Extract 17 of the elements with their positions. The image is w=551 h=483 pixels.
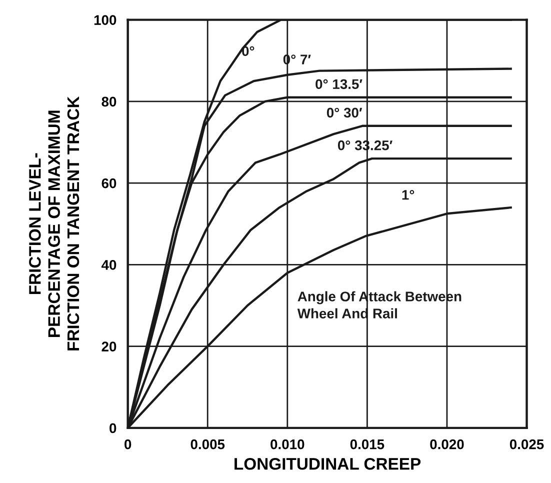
x-tick-label: 0 [124, 439, 132, 450]
x-tick-label: 0.020 [430, 439, 464, 450]
y-tick-label: 80 [102, 96, 116, 107]
series-label: 0° 30′ [326, 108, 362, 118]
y-tick-label: 100 [94, 15, 116, 25]
y-axis-title: FRICTION LEVEL- PERCENTAGE OF MAXIMUM FRICTION ON TANGENT TRACK [29, 96, 80, 350]
x-tick-label: 0.015 [350, 439, 384, 450]
x-tick-label: 0.025 [510, 439, 544, 450]
y-tick-label: 40 [101, 260, 116, 270]
series-label: 1° [402, 190, 414, 200]
y-tick-label: 20 [102, 342, 116, 352]
x-tick-label: 0.005 [190, 439, 225, 450]
y-tick-label: 60 [102, 178, 116, 188]
series-label: 0° 13.5′ [316, 79, 362, 90]
x-tick-label: 0.010 [270, 439, 304, 450]
x-axis-title: LONGITUDINAL CREEP [234, 458, 421, 470]
y-tick-label: 0 [110, 423, 116, 434]
